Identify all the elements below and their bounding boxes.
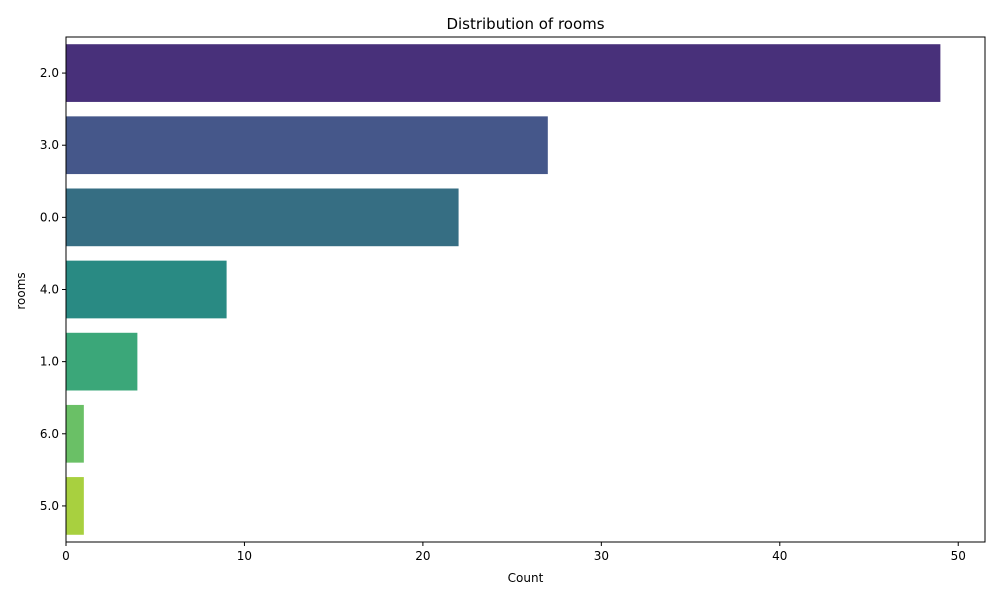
bar-3.0 (66, 116, 548, 175)
x-axis-ticks: 0 10 20 30 40 50 (62, 542, 966, 563)
x-tick-label: 50 (951, 549, 966, 563)
y-tick-label: 2.0 (40, 66, 59, 80)
chart-title: Distribution of rooms (446, 15, 604, 33)
x-tick-label: 0 (62, 549, 70, 563)
bar-0.0 (66, 188, 459, 247)
plot-frame (65, 36, 986, 543)
bar-1.0 (66, 332, 138, 391)
y-axis-label: rooms (14, 272, 28, 309)
x-axis-label: Count (508, 571, 544, 585)
bar-5.0 (66, 477, 84, 535)
x-tick-label: 30 (594, 549, 609, 563)
x-tick-label: 40 (772, 549, 787, 563)
bars-group (66, 44, 941, 535)
x-tick-label: 10 (237, 549, 252, 563)
bar-2.0 (66, 44, 941, 102)
bar-4.0 (66, 260, 227, 319)
x-tick-label: 20 (415, 549, 430, 563)
y-tick-label: 0.0 (40, 210, 59, 224)
y-tick-label: 5.0 (40, 499, 59, 513)
y-tick-label: 1.0 (40, 355, 59, 369)
y-tick-label: 4.0 (40, 283, 59, 297)
y-tick-label: 6.0 (40, 427, 59, 441)
y-axis-ticks: 2.0 3.0 0.0 4.0 1.0 6.0 5.0 (40, 66, 66, 513)
bar-6.0 (66, 404, 84, 463)
y-tick-label: 3.0 (40, 138, 59, 152)
